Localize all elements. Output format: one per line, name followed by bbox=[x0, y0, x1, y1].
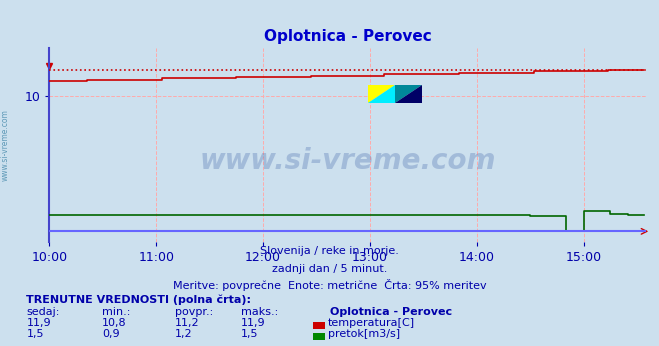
Polygon shape bbox=[395, 85, 422, 103]
Text: www.si-vreme.com: www.si-vreme.com bbox=[1, 109, 10, 181]
Text: www.si-vreme.com: www.si-vreme.com bbox=[200, 147, 496, 175]
Polygon shape bbox=[368, 85, 395, 103]
Text: Oplotnica - Perovec: Oplotnica - Perovec bbox=[330, 307, 451, 317]
Text: maks.:: maks.: bbox=[241, 307, 278, 317]
Title: Oplotnica - Perovec: Oplotnica - Perovec bbox=[264, 29, 432, 45]
Text: 11,2: 11,2 bbox=[175, 318, 199, 328]
Text: sedaj:: sedaj: bbox=[26, 307, 60, 317]
Text: 11,9: 11,9 bbox=[26, 318, 51, 328]
Polygon shape bbox=[368, 85, 395, 103]
Text: 10,8: 10,8 bbox=[102, 318, 127, 328]
Text: 1,2: 1,2 bbox=[175, 329, 192, 339]
Polygon shape bbox=[395, 85, 422, 103]
Text: Meritve: povprečne  Enote: metrične  Črta: 95% meritev: Meritve: povprečne Enote: metrične Črta:… bbox=[173, 279, 486, 291]
Text: 0,9: 0,9 bbox=[102, 329, 120, 339]
Text: 1,5: 1,5 bbox=[26, 329, 44, 339]
Text: temperatura[C]: temperatura[C] bbox=[328, 318, 415, 328]
Text: TRENUTNE VREDNOSTI (polna črta):: TRENUTNE VREDNOSTI (polna črta): bbox=[26, 294, 251, 305]
Text: zadnji dan / 5 minut.: zadnji dan / 5 minut. bbox=[272, 264, 387, 274]
Text: povpr.:: povpr.: bbox=[175, 307, 213, 317]
Text: pretok[m3/s]: pretok[m3/s] bbox=[328, 329, 400, 339]
Text: min.:: min.: bbox=[102, 307, 130, 317]
Text: 1,5: 1,5 bbox=[241, 329, 258, 339]
Text: 11,9: 11,9 bbox=[241, 318, 265, 328]
Text: Slovenija / reke in morje.: Slovenija / reke in morje. bbox=[260, 246, 399, 256]
